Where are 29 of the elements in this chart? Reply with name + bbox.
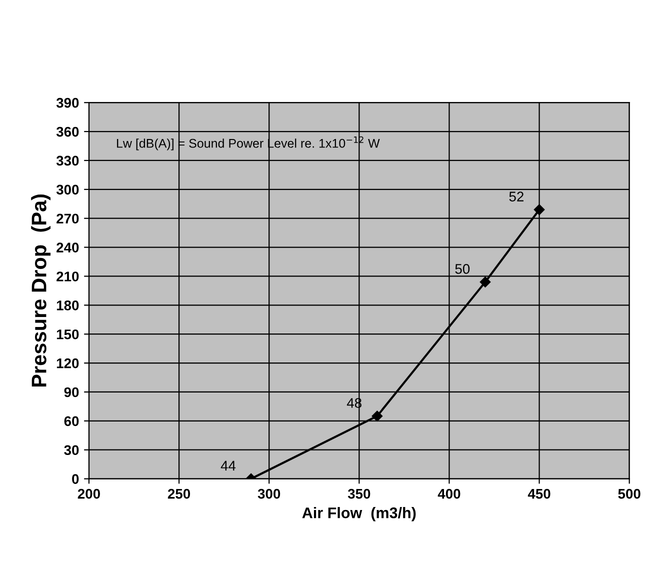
annotation: 44 [220,460,236,470]
point [372,410,383,422]
x-tick-label: 300 [258,488,280,499]
y-tick-label: 270 [56,214,79,224]
y-tick-label: 30 [64,445,79,456]
y-tick-label: 390 [56,98,79,108]
y-tick-label: 180 [56,300,79,310]
x-tick-label: 450 [528,488,550,499]
x-tick-label: 250 [168,488,190,499]
y-tick-label: 210 [56,272,79,282]
y-tick-label: 360 [56,126,79,137]
y-tick-label: 300 [56,184,79,195]
x-axis-title: Air Flow (m3/h) [302,507,416,522]
y-tick-label: 0 [72,474,79,484]
y-tick-label: 330 [56,156,79,166]
x-tick-label: 350 [348,488,370,499]
annotation: 50 [455,264,470,274]
y-tick-label: 120 [56,358,79,368]
y-tick-label: 90 [64,387,79,398]
point [534,204,545,216]
x-tick-label: 500 [618,488,640,499]
x-tick-label: 400 [438,488,460,499]
y-tick-label: 240 [56,242,79,252]
y-axis-title: Pressure Drop (Pa) [31,194,51,387]
y-tick-label: 60 [64,416,79,426]
annotation: 52 [509,192,524,202]
x-tick-label: 200 [78,488,100,499]
point [480,276,491,288]
y-tick-label: 150 [56,329,79,340]
